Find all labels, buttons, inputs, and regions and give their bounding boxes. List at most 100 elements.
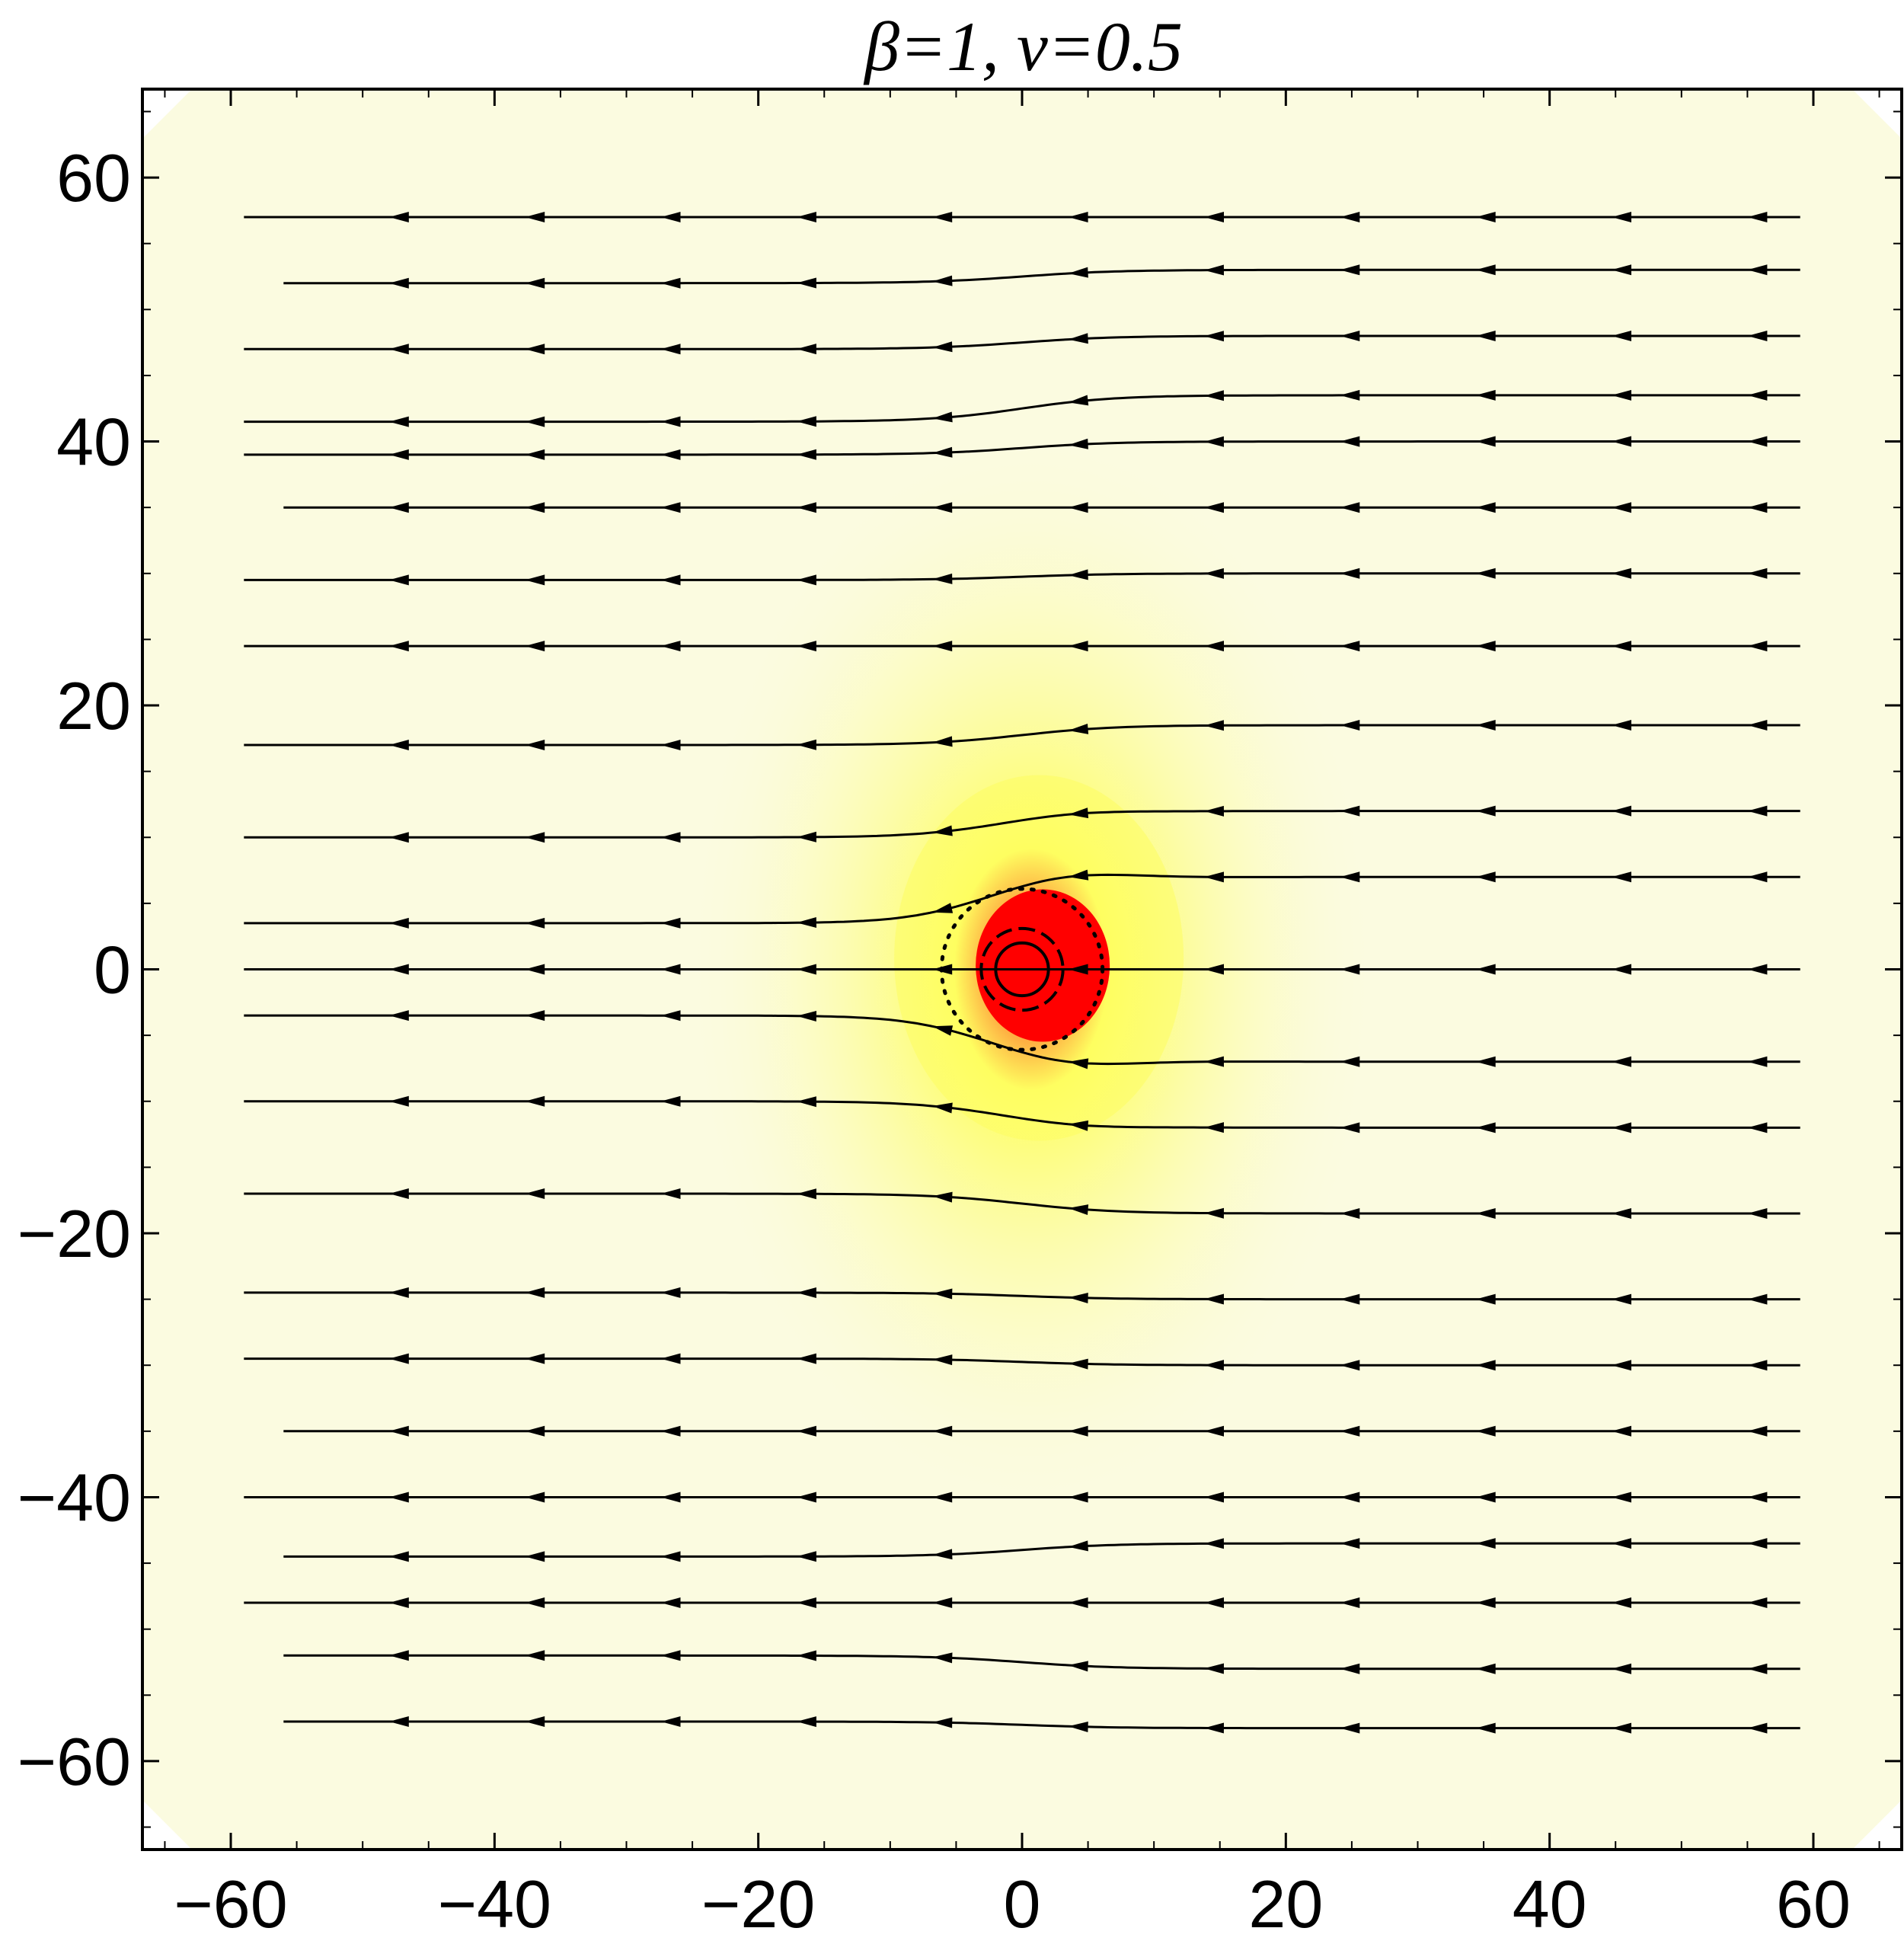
streamline xyxy=(283,1716,1800,1734)
arrowhead xyxy=(525,740,545,750)
plot-area xyxy=(142,89,1902,1850)
streamline xyxy=(244,1353,1800,1371)
arrowhead xyxy=(1204,1293,1224,1305)
arrowhead xyxy=(388,832,409,843)
arrowhead xyxy=(388,1425,409,1437)
arrowhead xyxy=(660,1551,681,1562)
arrowhead xyxy=(660,1188,681,1199)
arrowhead xyxy=(796,574,816,586)
streamline-path xyxy=(244,334,1800,350)
arrowhead xyxy=(660,212,681,222)
arrowhead xyxy=(932,1354,953,1366)
arrowhead xyxy=(796,1425,816,1437)
arrowhead xyxy=(525,1188,545,1199)
arrowhead xyxy=(1612,1663,1631,1674)
streamline xyxy=(244,1188,1800,1219)
arrowhead xyxy=(1068,1492,1088,1503)
arrowhead xyxy=(1747,1722,1768,1734)
arrowhead xyxy=(932,212,953,222)
arrowhead xyxy=(1612,1293,1631,1305)
streamline xyxy=(244,1010,1800,1070)
streamline-path xyxy=(244,810,1800,839)
streamline xyxy=(283,1538,1800,1562)
arrowhead xyxy=(388,344,409,355)
arrowhead xyxy=(388,277,409,289)
arrowhead xyxy=(796,917,816,928)
arrowhead xyxy=(660,917,681,929)
arrowhead xyxy=(660,832,681,843)
streamline-path xyxy=(244,1291,1800,1301)
arrowhead xyxy=(388,1597,409,1608)
streamline-path xyxy=(244,873,1800,925)
arrowhead xyxy=(1068,267,1088,278)
arrowhead xyxy=(525,917,545,929)
arrowhead xyxy=(932,1102,953,1114)
arrowhead xyxy=(1204,1360,1224,1371)
arrowhead xyxy=(1068,869,1089,881)
arrowhead xyxy=(1068,964,1088,975)
arrowhead xyxy=(660,641,681,652)
arrowhead xyxy=(525,449,545,460)
arrowhead xyxy=(660,1010,681,1022)
arrowhead xyxy=(932,1597,953,1608)
arrowhead xyxy=(525,212,545,222)
arrowhead xyxy=(1747,389,1768,401)
streamline xyxy=(244,1287,1800,1305)
x-tick-label: −20 xyxy=(701,1866,815,1942)
arrowhead xyxy=(1204,1597,1224,1608)
arrowhead xyxy=(1340,1208,1360,1219)
streamlines xyxy=(244,212,1800,1734)
arrowhead xyxy=(1612,436,1631,447)
arrowhead xyxy=(1340,1722,1360,1734)
arrowhead xyxy=(932,1425,953,1437)
plot-corners xyxy=(142,89,1902,1850)
arrowhead xyxy=(1612,1208,1631,1219)
arrowhead xyxy=(932,1549,953,1560)
arrowhead xyxy=(1340,1293,1360,1305)
arrowhead xyxy=(932,964,953,975)
arrowhead xyxy=(388,1095,409,1107)
streamline-path xyxy=(244,572,1800,581)
arrowhead xyxy=(1340,212,1360,222)
arrowhead xyxy=(1475,389,1496,401)
plot-corner xyxy=(142,1800,192,1850)
arrowhead xyxy=(525,1010,545,1022)
arrowhead xyxy=(1204,1538,1224,1549)
streamline-path xyxy=(244,394,1800,424)
streamline xyxy=(244,389,1800,427)
arrowhead xyxy=(1204,805,1224,817)
arrowhead xyxy=(1340,1056,1360,1067)
arrowhead xyxy=(796,1188,816,1200)
streamline-path xyxy=(244,1192,1800,1215)
arrowhead xyxy=(1612,1538,1631,1549)
arrowhead xyxy=(1612,964,1631,975)
arrowhead xyxy=(1204,1425,1224,1437)
streamline xyxy=(283,1650,1800,1674)
arrowhead xyxy=(1612,212,1631,222)
x-tick-label: 60 xyxy=(1776,1866,1851,1942)
arrowhead xyxy=(796,416,816,427)
arrowhead xyxy=(1204,436,1224,447)
streamline xyxy=(244,212,1800,222)
arrowhead xyxy=(1475,805,1496,817)
arrowhead xyxy=(932,825,953,836)
arrowhead xyxy=(660,449,681,460)
arrowhead xyxy=(1612,264,1631,276)
streamline-path xyxy=(244,1100,1800,1129)
arrowhead xyxy=(1612,1492,1631,1503)
arrowhead xyxy=(1068,395,1089,406)
arrowhead xyxy=(388,740,409,750)
arrowhead xyxy=(525,641,545,652)
arrowhead xyxy=(1747,502,1768,513)
arrowhead xyxy=(1204,331,1224,342)
arrowhead xyxy=(1612,1722,1631,1734)
arrowhead xyxy=(1068,641,1088,652)
arrowhead xyxy=(1475,1492,1496,1503)
arrowhead xyxy=(796,212,816,222)
arrowhead xyxy=(1475,1122,1496,1133)
arrowhead xyxy=(796,1353,816,1364)
y-tick-label: 40 xyxy=(56,404,131,480)
arrowhead xyxy=(796,1287,816,1298)
streamline xyxy=(244,964,1800,975)
arrowhead xyxy=(1747,805,1768,817)
